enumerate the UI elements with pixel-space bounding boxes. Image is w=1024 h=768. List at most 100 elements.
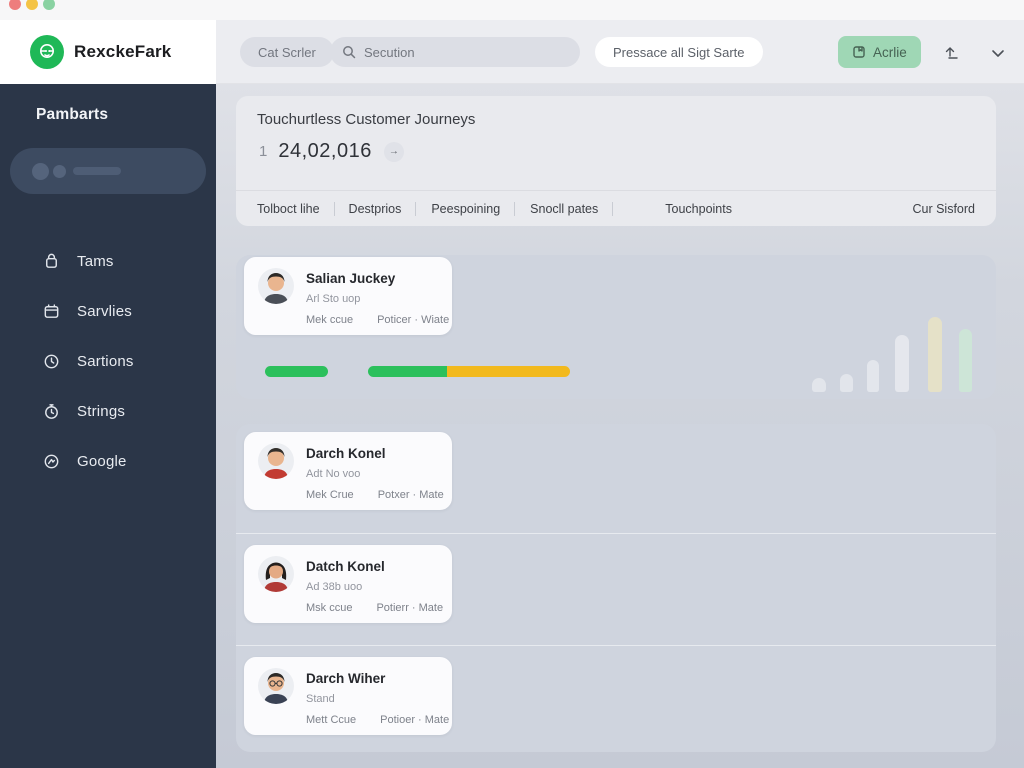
customer-card[interactable]: Darch Konel Adt No voo Mek Crue Potxer ·… — [244, 432, 452, 510]
progress-segment — [265, 366, 328, 377]
tab-divider — [612, 201, 614, 216]
skeleton-circle — [53, 164, 66, 178]
sidebar-item-label: Google — [77, 452, 127, 470]
customer-name: Darch Wiher — [306, 671, 386, 686]
journey-row-1: Salian Juckey Arl Sto uop Mek ccue Potic… — [236, 255, 996, 399]
mini-chart-bar — [840, 374, 853, 392]
count-prefix: 1 — [259, 143, 268, 160]
traffic-light-minimize[interactable] — [26, 0, 38, 10]
stopwatch-icon — [45, 403, 58, 419]
meta-1: Mek ccue — [306, 314, 354, 326]
sidebar-item-label: Tams — [77, 252, 114, 270]
sidebar-item-sartions[interactable]: Sartions — [0, 336, 216, 386]
search-box[interactable] — [330, 37, 580, 67]
action-button-label: Acrlie — [873, 44, 907, 60]
customer-meta: Mett Ccue Potioer · Mate — [306, 714, 449, 726]
customer-meta: Msk ccue Potierr · Mate — [306, 602, 443, 614]
gauge-icon — [44, 454, 59, 468]
tab-bar: Tolboct lihe Destprios Peespoining Snocl… — [236, 190, 996, 226]
main-content: Touchurtless Customer Journeys 1 24,02,0… — [216, 84, 1024, 768]
sidebar-item-strings[interactable]: Strings — [0, 386, 216, 436]
tab-snocll-pates[interactable]: Snocll pates — [530, 201, 599, 216]
avatar — [258, 668, 294, 704]
customer-name: Datch Konel — [306, 559, 385, 574]
journey-rows-panel: Darch Konel Adt No voo Mek Crue Potxer ·… — [236, 424, 996, 752]
meta-2: Potierr · Mate — [376, 602, 444, 614]
filter-button[interactable]: Cat Scrler — [240, 37, 334, 67]
mini-chart-bar — [928, 317, 942, 392]
customer-subtitle: Ad 38b uoo — [306, 581, 363, 593]
customer-name: Darch Konel — [306, 446, 386, 461]
tab-destprios[interactable]: Destprios — [348, 201, 402, 216]
progress-bar-2 — [368, 366, 570, 377]
mini-chart-bar — [812, 378, 826, 392]
customer-meta: Mek Crue Potxer · Mate — [306, 489, 444, 501]
customer-subtitle: Stand — [306, 693, 335, 705]
sidebar-menu: Tams Sarvlies Sartions Strings Google — [0, 236, 216, 486]
glasses — [269, 680, 283, 687]
tab-divider — [514, 201, 516, 216]
customer-meta: Mek ccue Poticer · Wiate — [306, 314, 449, 326]
mini-chart-bar — [959, 329, 972, 392]
avatar — [258, 443, 294, 479]
sidebar-selected-item[interactable] — [10, 148, 206, 194]
customer-name: Salian Juckey — [306, 271, 396, 286]
avatar — [258, 268, 294, 304]
traffic-light-maximize[interactable] — [43, 0, 55, 10]
arrow-icon: → — [388, 146, 399, 157]
promo-pill[interactable]: Pressace all Sigt Sarte — [595, 37, 763, 67]
tab-touchpoints[interactable]: Touchpoints — [665, 201, 732, 216]
search-icon — [343, 46, 356, 59]
sidebar-item-google[interactable]: Google — [0, 436, 216, 486]
clipboard-icon — [853, 46, 865, 58]
brand-logo-icon — [30, 35, 64, 69]
progress-segment — [447, 366, 570, 377]
topbar: Cat Scrler Pressace all Sigt Sarte Acrli… — [216, 20, 1024, 84]
progress-bar-1 — [265, 366, 328, 377]
tab-peespoining[interactable]: Peespoining — [431, 201, 501, 216]
progress-segment — [368, 366, 447, 377]
customer-card[interactable]: Darch Wiher Stand Mett Ccue Potioer · Ma… — [244, 657, 452, 735]
search-input[interactable] — [364, 44, 564, 60]
row-divider — [236, 533, 996, 534]
calendar-icon — [44, 303, 59, 318]
tab-cur-sisford[interactable]: Cur Sisford — [912, 201, 975, 216]
count-info-badge[interactable]: → — [383, 141, 404, 162]
customer-subtitle: Arl Sto uop — [306, 293, 361, 305]
traffic-light-close[interactable] — [9, 0, 21, 10]
skeleton-bar — [73, 167, 121, 175]
mini-chart-bar — [867, 360, 879, 392]
tab-divider — [415, 201, 417, 216]
tab-tolboct-lihe[interactable]: Tolboct lihe — [257, 201, 320, 216]
customer-subtitle: Adt No voo — [306, 468, 361, 480]
journeys-count: 24,02,016 — [278, 140, 372, 162]
meta-2: Potxer · Mate — [377, 489, 444, 501]
brand-name: RexckeFark — [74, 42, 172, 61]
bag-icon — [46, 253, 57, 268]
page-title: Touchurtless Customer Journeys — [257, 111, 476, 128]
meta-2: Potioer · Mate — [380, 714, 450, 726]
sidebar-item-tams[interactable]: Tams — [0, 236, 216, 286]
avatar — [258, 556, 294, 592]
row-divider — [236, 645, 996, 646]
sort-arrows-icon[interactable] — [943, 44, 963, 62]
skeleton-circle — [32, 162, 49, 180]
clock-icon — [44, 354, 59, 368]
sidebar-item-label: Strings — [77, 402, 126, 420]
meta-1: Mett Ccue — [306, 714, 357, 726]
brand-header: RexckeFark — [0, 20, 216, 84]
chevron-down-icon[interactable] — [988, 44, 1008, 62]
mini-chart-bar — [895, 335, 909, 392]
window-titlebar — [0, 0, 1024, 20]
sidebar: Pambarts Tams Sarvlies Sartions Strings — [0, 84, 216, 768]
meta-2: Poticer · Wiate — [377, 314, 450, 326]
customer-card[interactable]: Salian Juckey Arl Sto uop Mek ccue Potic… — [244, 257, 452, 335]
sidebar-item-sarvlies[interactable]: Sarvlies — [0, 286, 216, 336]
customer-card[interactable]: Datch Konel Ad 38b uoo Msk ccue Potierr … — [244, 545, 452, 623]
sidebar-item-label: Sartions — [77, 352, 134, 370]
meta-1: Mek Crue — [306, 489, 354, 501]
action-button[interactable]: Acrlie — [838, 36, 921, 68]
count-row: 1 24,02,016 → — [259, 140, 404, 163]
sidebar-item-label: Sarvlies — [77, 302, 132, 320]
